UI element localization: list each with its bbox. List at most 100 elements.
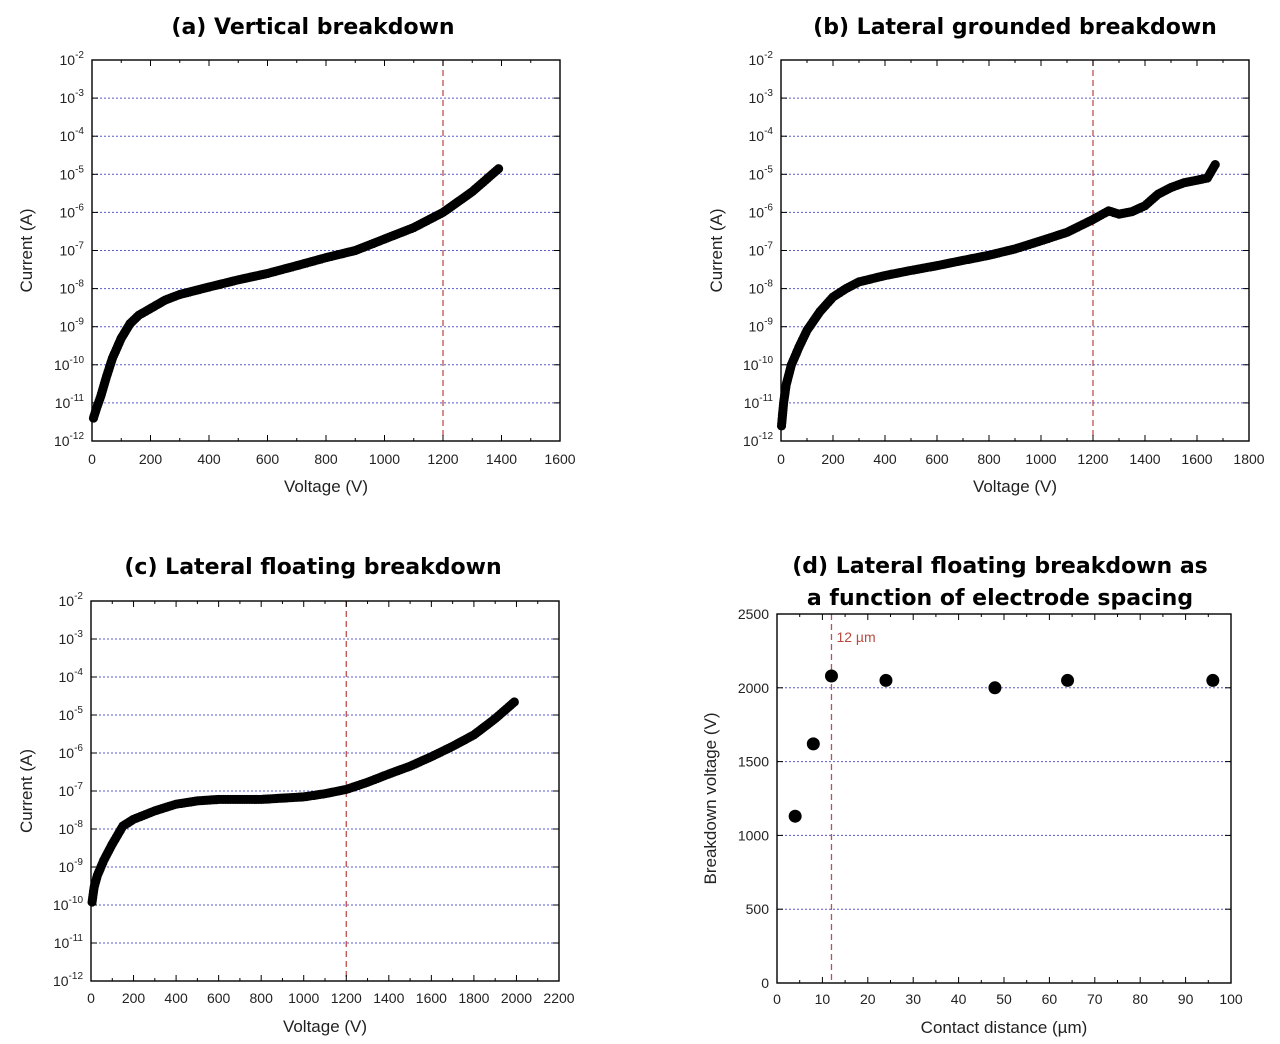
plot-frame: [776, 613, 1232, 984]
y-tick-base: 10: [59, 669, 75, 685]
y-tick-base: 10: [60, 166, 76, 182]
y-tick-label: 10-4: [749, 126, 774, 144]
x-tick-label: 1400: [1129, 451, 1160, 467]
y-tick-label: 10-6: [59, 743, 84, 761]
x-tick-label: 2000: [501, 990, 532, 1006]
y-tick-label: 10-9: [749, 317, 774, 335]
y-tick-label: 10-2: [749, 50, 774, 68]
x-tick-label: 1000: [288, 990, 319, 1006]
data-point: [788, 809, 802, 823]
x-tick-label: 200: [122, 990, 146, 1006]
y-tick-label: 500: [746, 901, 770, 917]
y-tick-label: 10-2: [60, 50, 85, 68]
y-tick-base: 10: [749, 243, 765, 259]
chart-panel-3: (d) Lateral floating breakdown as a funct…: [701, 554, 1243, 1037]
y-tick-label: 10-12: [53, 971, 83, 989]
x-axis-label: Voltage (V): [284, 477, 368, 496]
y-tick-base: 10: [749, 90, 765, 106]
y-tick-label: 10-11: [55, 393, 85, 411]
x-tick-label: 1800: [1233, 451, 1264, 467]
x-tick-label: 1600: [416, 990, 447, 1006]
y-tick-label: 10-12: [743, 431, 773, 449]
y-tick-label: 10-10: [54, 355, 84, 373]
x-tick-label: 800: [250, 990, 274, 1006]
data-point: [1061, 673, 1075, 687]
chart-panel-1: (b) Lateral grounded breakdown 0 200 400 600…: [707, 15, 1265, 496]
chart-panel-2: (c) Lateral floating breakdown 0 200 400 600…: [17, 555, 575, 1036]
y-tick-label: 10-10: [743, 355, 773, 373]
y-tick-base: 10: [60, 281, 76, 297]
y-tick-base: 10: [749, 319, 765, 335]
y-tick-base: 10: [54, 935, 70, 951]
x-tick-label: 1200: [427, 451, 458, 467]
y-tick-label: 10-8: [60, 279, 85, 297]
y-axis-label: Current (A): [17, 208, 36, 292]
x-tick-label: 200: [821, 451, 845, 467]
data-point: [1206, 673, 1220, 687]
y-tick-exponent: -2: [764, 50, 773, 61]
y-tick-exponent: -10: [70, 355, 85, 366]
y-tick-base: 10: [59, 631, 75, 647]
y-tick-exponent: -4: [764, 126, 773, 137]
data-point: [1210, 159, 1220, 170]
y-tick-exponent: -5: [74, 705, 83, 716]
y-tick-base: 10: [59, 745, 75, 761]
y-tick-base: 10: [60, 128, 76, 144]
x-tick-label: 40: [951, 991, 967, 1007]
x-tick-label: 1200: [331, 990, 362, 1006]
x-tick-label: 800: [314, 451, 338, 467]
data-point: [824, 669, 838, 683]
x-tick-label: 100: [1219, 991, 1243, 1007]
x-tick-label: 1000: [369, 451, 400, 467]
y-tick-base: 10: [60, 243, 76, 259]
y-tick-label: 10-9: [60, 317, 85, 335]
y-tick-exponent: -4: [74, 667, 83, 678]
y-tick-base: 10: [53, 897, 69, 913]
y-tick-base: 10: [59, 707, 75, 723]
data-point: [493, 164, 504, 174]
chart-title: (b) Lateral grounded breakdown: [813, 15, 1217, 40]
y-tick-label: 0: [761, 975, 769, 991]
y-tick-label: 10-4: [60, 126, 85, 144]
y-tick-base: 10: [60, 319, 76, 335]
x-tick-label: 1000: [1025, 451, 1056, 467]
y-tick-exponent: -4: [75, 126, 84, 137]
x-tick-label: 400: [197, 451, 221, 467]
x-tick-label: 600: [925, 451, 949, 467]
data-point: [806, 737, 820, 751]
x-tick-label: 200: [139, 451, 163, 467]
y-tick-base: 10: [60, 90, 76, 106]
y-tick-label: 10-3: [59, 629, 84, 647]
x-tick-label: 400: [164, 990, 188, 1006]
x-tick-label: 60: [1042, 991, 1058, 1007]
y-tick-label: 10-3: [749, 88, 774, 106]
y-tick-base: 10: [54, 357, 70, 373]
y-tick-label: 10-8: [749, 279, 774, 297]
y-tick-label: 10-7: [59, 781, 84, 799]
y-tick-exponent: -8: [764, 279, 773, 290]
y-tick-label: 10-6: [749, 202, 774, 220]
y-tick-label: 10-9: [59, 857, 84, 875]
y-tick-base: 10: [60, 204, 76, 220]
y-tick-exponent: -3: [75, 88, 84, 99]
y-axis-label: Current (A): [707, 208, 726, 292]
y-tick-base: 10: [53, 973, 69, 989]
x-tick-label: 1800: [458, 990, 489, 1006]
x-tick-label: 1400: [486, 451, 517, 467]
x-tick-label: 30: [905, 991, 921, 1007]
x-tick-label: 1600: [1181, 451, 1212, 467]
x-tick-label: 1400: [373, 990, 404, 1006]
y-tick-base: 10: [749, 166, 765, 182]
x-tick-label: 600: [207, 990, 231, 1006]
chart-title-line1: (d) Lateral floating breakdown as: [792, 554, 1208, 579]
y-tick-label: 10-7: [60, 241, 85, 259]
x-tick-label: 600: [256, 451, 280, 467]
y-tick-exponent: -11: [759, 393, 773, 404]
y-tick-exponent: -2: [75, 50, 84, 61]
y-tick-base: 10: [743, 433, 759, 449]
reference-label: 12 µm: [836, 629, 875, 645]
y-tick-exponent: -3: [764, 88, 773, 99]
y-tick-base: 10: [54, 433, 70, 449]
y-tick-base: 10: [59, 859, 75, 875]
